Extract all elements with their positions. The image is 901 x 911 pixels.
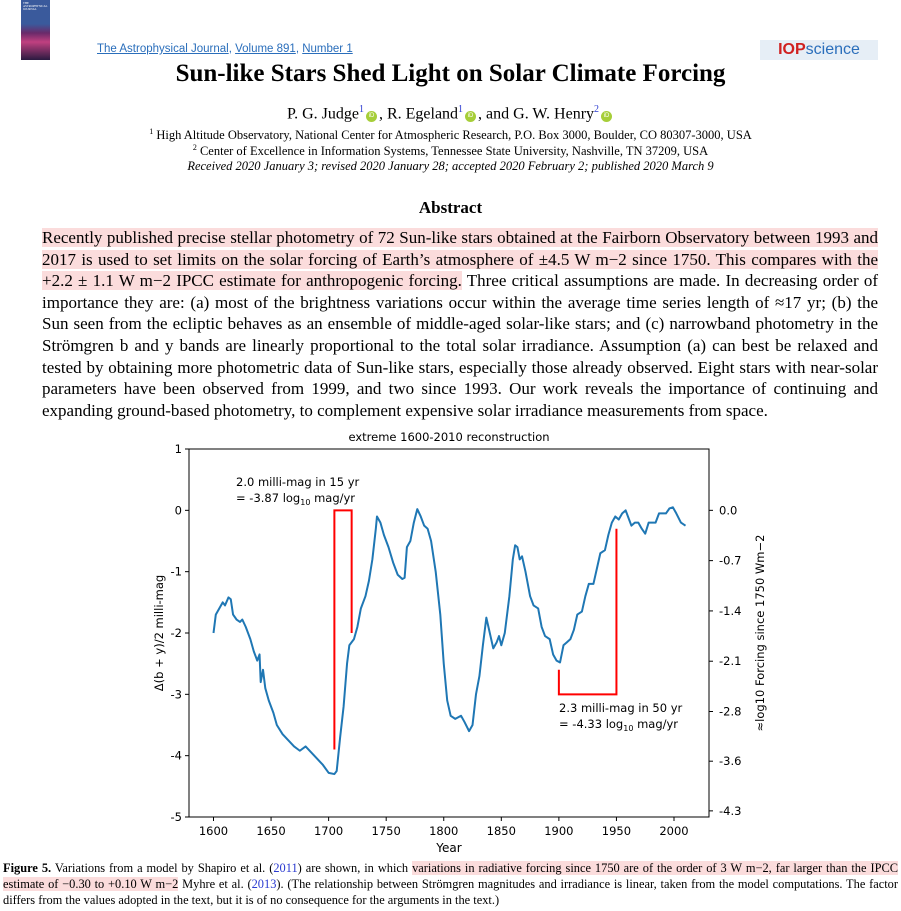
bracket-50yr-line2_post: mag/yr <box>633 717 678 731</box>
aff-num: 1 <box>149 127 154 136</box>
cover-text: THE ASTROPHYSICAL JOURNAL <box>23 1 48 11</box>
bracket-50yr-label-line1: 2.3 milli-mag in 50 yr <box>559 701 683 715</box>
caption-text: Myhre et al. ( <box>178 877 252 891</box>
bracket-50yr-line2_sub: 10 <box>623 724 633 733</box>
logo-rest: science <box>805 41 860 58</box>
y-tick-label: -2 <box>171 626 182 640</box>
affiliation-marker: 1 <box>358 104 364 115</box>
bracket-50yr-label-line2: = -4.33 log10 mag/yr <box>559 717 678 733</box>
x-tick-label: 1800 <box>429 824 458 838</box>
bracket-15yr-line2_pre: = -3.87 log <box>236 491 300 505</box>
x-tick-label: 1650 <box>256 824 285 838</box>
chart-title: extreme 1600-2010 reconstruction <box>348 430 549 444</box>
bracket-50yr-bracket <box>557 528 618 696</box>
x-tick-label: 1600 <box>199 824 228 838</box>
reference-link[interactable]: 2011 <box>273 861 298 875</box>
y2-tick-label: 0.0 <box>719 503 737 517</box>
x-tick-label: 1750 <box>372 824 401 838</box>
abstract-text: Recently published precise stellar photo… <box>42 227 878 421</box>
abstract-heading: Abstract <box>418 198 483 217</box>
y2-tick-label: -2.8 <box>719 705 741 719</box>
y2-tick-label: -0.7 <box>719 554 741 568</box>
separator: , <box>228 43 236 55</box>
aff-num: 2 <box>192 143 197 152</box>
author-name[interactable]: R. Egeland <box>386 105 459 123</box>
bracket-15yr-line2_sub: 10 <box>300 498 310 507</box>
abstract-rest: Three critical assumptions are made. In … <box>42 271 878 420</box>
number-link[interactable]: Number 1 <box>302 43 353 55</box>
y2-tick-label: -2.1 <box>719 654 741 668</box>
separator: , <box>295 43 303 55</box>
x-tick-label: 1700 <box>314 824 343 838</box>
x-tick-label: 1900 <box>544 824 573 838</box>
figure-label: Figure 5. <box>3 861 52 875</box>
x-axis-label: Year <box>435 841 461 855</box>
caption-text: ) are shown, in which <box>297 861 413 875</box>
affiliation-1: 1 High Altitude Observatory, National Ce… <box>0 127 901 143</box>
x-tick-label: 1850 <box>487 824 516 838</box>
bracket-15yr-label-line1: 2.0 milli-mag in 15 yr <box>236 475 360 489</box>
author-name[interactable]: P. G. Judge <box>286 105 359 123</box>
bracket-15yr-line2_post: mag/yr <box>310 491 355 505</box>
y2-tick-label: -4.3 <box>719 804 741 818</box>
journal-link[interactable]: The Astrophysical Journal <box>97 43 229 55</box>
bracket-50yr-line2_pre: = -4.33 log <box>559 717 623 731</box>
journal-cover-thumbnail[interactable]: THE ASTROPHYSICAL JOURNAL <box>21 0 50 60</box>
affiliation-marker: 2 <box>594 104 600 115</box>
y-tick-label: -4 <box>171 749 182 763</box>
y-tick-label: -5 <box>171 810 182 824</box>
caption-text: Variations from a model by Shapiro et al… <box>51 861 274 875</box>
x-tick-label: 1950 <box>602 824 631 838</box>
reference-link[interactable]: 2013 <box>251 877 277 891</box>
logo-bold: IOP <box>778 41 806 58</box>
figure-caption: Figure 5. Variations from a model by Sha… <box>3 860 898 908</box>
affiliation-marker: 1 <box>458 104 464 115</box>
series-line-reconstruction <box>212 506 687 776</box>
y-axis-label: Δ(b + y)/2 milli-mag <box>152 575 166 691</box>
y-tick-label: -3 <box>171 687 182 701</box>
y2-tick-label: -3.6 <box>719 754 741 768</box>
aff-text: High Altitude Observatory, National Cent… <box>156 128 752 143</box>
y2-axis-label: ≈log10 Forcing since 1750 Wm−2 <box>753 535 767 732</box>
orcid-icon[interactable]: iD <box>365 111 377 123</box>
publication-dates: Received 2020 January 3; revised 2020 Ja… <box>187 159 714 173</box>
author-separator: , and <box>478 105 514 123</box>
bracket-15yr-label-line2: = -3.87 log10 mag/yr <box>236 491 355 507</box>
author-name[interactable]: G. W. Henry <box>513 105 595 123</box>
y2-tick-label: -1.4 <box>719 604 741 618</box>
breadcrumb: The Astrophysical Journal, Volume 891, N… <box>97 43 353 55</box>
y-tick-label: 1 <box>175 442 182 456</box>
volume-link[interactable]: Volume 891 <box>235 43 296 55</box>
y-tick-label: 0 <box>175 503 182 517</box>
article-title: Sun-like Stars Shed Light on Solar Clima… <box>175 60 726 87</box>
author-list: P. G. Judge1iD, R. Egeland1iD, and G. W.… <box>0 104 901 123</box>
author-separator: , <box>378 105 387 123</box>
iopscience-logo[interactable]: IOPscience <box>760 40 878 60</box>
x-tick-label: 2000 <box>659 824 688 838</box>
bracket-15yr-bracket <box>333 509 353 750</box>
orcid-icon[interactable]: iD <box>465 111 477 123</box>
y-tick-label: -1 <box>171 565 182 579</box>
orcid-icon[interactable]: iD <box>601 111 613 123</box>
aff-text: Center of Excellence in Information Syst… <box>199 144 709 159</box>
caption-text: ). (The relationship between Strömgren m… <box>3 877 898 907</box>
affiliation-2: 2 Center of Excellence in Information Sy… <box>0 143 901 159</box>
